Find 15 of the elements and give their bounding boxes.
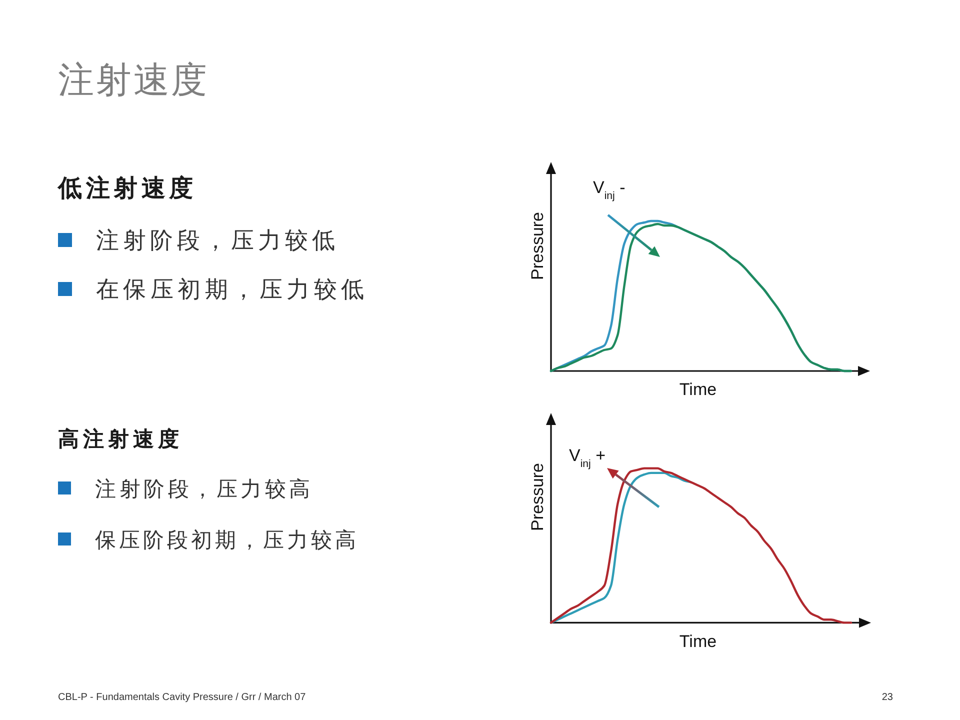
text: 高注射速度 [58, 427, 179, 451]
text: 注射阶段，压力较高 [95, 477, 310, 501]
text: V$_{inj}$ - [593, 178, 626, 202]
annotation: V$_{inj}$ + [569, 446, 606, 470]
x-axis-title: Time [679, 380, 717, 399]
text: 23 [882, 692, 894, 703]
text: 低注射速度 [57, 174, 193, 202]
y-axis-title: Pressure [528, 462, 547, 532]
text: 在保压初期，压力较低 [96, 277, 364, 303]
x-axis-title: Time [679, 632, 717, 651]
text: 注射阶段，压力较低 [96, 228, 335, 254]
y-axis-title: Pressure [528, 212, 547, 280]
text: CBL-P - Fundamentals Cavity Pressure / Grr / March 07 [58, 692, 306, 703]
text: 注射速度 [58, 60, 207, 101]
text: 保压阶段初期，压力较高 [95, 528, 356, 552]
